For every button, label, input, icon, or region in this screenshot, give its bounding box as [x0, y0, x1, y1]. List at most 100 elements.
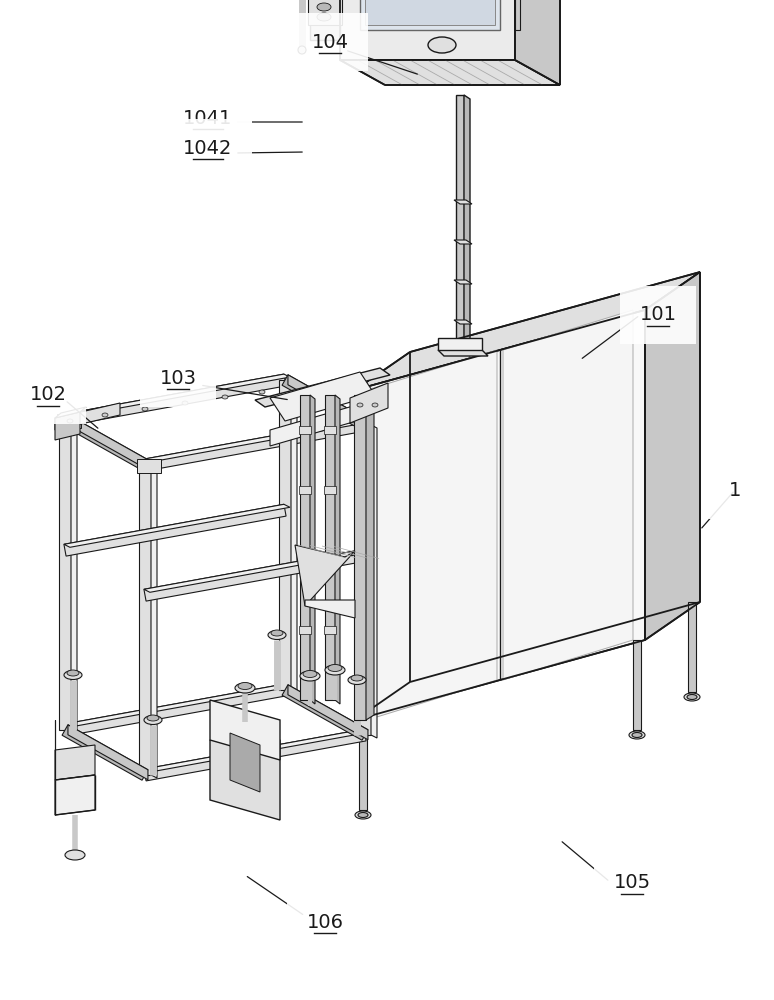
- Ellipse shape: [102, 413, 108, 417]
- Text: 101: 101: [639, 306, 676, 324]
- Polygon shape: [59, 420, 71, 730]
- Polygon shape: [456, 95, 464, 352]
- Polygon shape: [64, 504, 290, 547]
- Polygon shape: [230, 733, 260, 792]
- Ellipse shape: [67, 419, 73, 423]
- Ellipse shape: [632, 732, 642, 738]
- Polygon shape: [454, 240, 472, 244]
- Polygon shape: [57, 414, 81, 428]
- Polygon shape: [279, 380, 291, 690]
- Polygon shape: [355, 272, 700, 390]
- Polygon shape: [62, 725, 148, 780]
- Polygon shape: [139, 465, 151, 775]
- Text: 106: 106: [307, 912, 344, 932]
- Ellipse shape: [298, 46, 306, 54]
- Ellipse shape: [348, 676, 366, 684]
- Polygon shape: [365, 0, 495, 25]
- Ellipse shape: [144, 716, 162, 724]
- Polygon shape: [324, 626, 336, 634]
- Polygon shape: [144, 729, 366, 781]
- Ellipse shape: [271, 630, 283, 636]
- Polygon shape: [210, 740, 280, 820]
- Polygon shape: [55, 407, 86, 418]
- Polygon shape: [255, 368, 390, 407]
- Ellipse shape: [358, 812, 368, 818]
- Polygon shape: [355, 310, 645, 720]
- Polygon shape: [340, 60, 560, 85]
- Ellipse shape: [268, 631, 286, 640]
- Polygon shape: [62, 415, 148, 470]
- Polygon shape: [291, 380, 297, 693]
- Polygon shape: [367, 350, 497, 720]
- Ellipse shape: [325, 665, 345, 675]
- Ellipse shape: [684, 693, 700, 701]
- Ellipse shape: [238, 682, 252, 690]
- Ellipse shape: [142, 407, 148, 411]
- Ellipse shape: [428, 37, 456, 53]
- Text: 1042: 1042: [183, 138, 233, 157]
- Polygon shape: [137, 459, 161, 473]
- Ellipse shape: [259, 390, 265, 394]
- Polygon shape: [454, 280, 472, 284]
- Polygon shape: [360, 0, 500, 30]
- Polygon shape: [464, 95, 470, 356]
- Polygon shape: [359, 720, 367, 810]
- Ellipse shape: [65, 850, 85, 860]
- Polygon shape: [515, 0, 560, 85]
- Text: 1041: 1041: [183, 108, 233, 127]
- Polygon shape: [299, 426, 311, 434]
- Polygon shape: [438, 350, 488, 356]
- Polygon shape: [454, 200, 472, 204]
- Polygon shape: [68, 415, 148, 470]
- Polygon shape: [688, 602, 696, 692]
- Ellipse shape: [67, 670, 79, 676]
- Polygon shape: [310, 395, 315, 704]
- Polygon shape: [300, 395, 310, 700]
- Ellipse shape: [147, 715, 159, 721]
- Polygon shape: [340, 0, 515, 60]
- Polygon shape: [282, 685, 368, 740]
- Polygon shape: [299, 486, 311, 494]
- Ellipse shape: [687, 694, 697, 700]
- Polygon shape: [144, 549, 366, 601]
- Polygon shape: [324, 426, 336, 434]
- Polygon shape: [308, 0, 342, 25]
- Ellipse shape: [64, 670, 82, 680]
- Polygon shape: [299, 556, 311, 564]
- Ellipse shape: [372, 403, 378, 407]
- Polygon shape: [64, 684, 286, 736]
- Ellipse shape: [351, 675, 363, 681]
- Polygon shape: [270, 372, 375, 421]
- Polygon shape: [55, 745, 95, 780]
- Polygon shape: [354, 395, 366, 720]
- Ellipse shape: [222, 395, 228, 399]
- Polygon shape: [438, 338, 482, 350]
- Polygon shape: [310, 0, 340, 40]
- Polygon shape: [324, 486, 336, 494]
- Polygon shape: [633, 640, 641, 730]
- Polygon shape: [71, 420, 77, 733]
- Polygon shape: [151, 465, 157, 778]
- Polygon shape: [503, 310, 633, 680]
- Polygon shape: [144, 729, 370, 772]
- Polygon shape: [55, 412, 80, 440]
- Polygon shape: [144, 549, 370, 592]
- Polygon shape: [454, 320, 472, 324]
- Polygon shape: [645, 272, 700, 640]
- Polygon shape: [144, 419, 366, 471]
- Polygon shape: [64, 374, 286, 426]
- Polygon shape: [371, 425, 377, 738]
- Polygon shape: [515, 0, 520, 30]
- Polygon shape: [55, 775, 95, 815]
- Ellipse shape: [303, 670, 317, 678]
- Ellipse shape: [355, 811, 371, 819]
- Polygon shape: [270, 404, 360, 446]
- Text: 105: 105: [614, 874, 651, 892]
- Text: 1: 1: [729, 481, 741, 499]
- Ellipse shape: [357, 403, 363, 407]
- Text: 103: 103: [159, 368, 197, 387]
- Polygon shape: [299, 626, 311, 634]
- Polygon shape: [68, 725, 148, 780]
- Ellipse shape: [300, 671, 320, 681]
- Polygon shape: [350, 383, 388, 423]
